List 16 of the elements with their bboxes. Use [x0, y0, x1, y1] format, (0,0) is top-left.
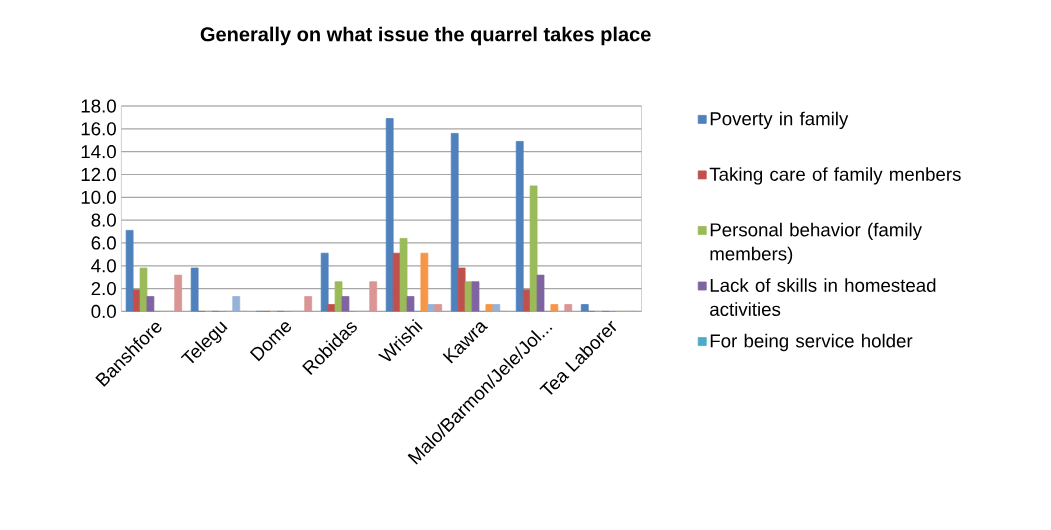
y-tick-label: 12.0: [81, 167, 116, 182]
y-tick-label: 6.0: [91, 236, 116, 250]
y-tick-label: 16.0: [81, 122, 116, 136]
legend-label: For being service holder: [710, 333, 913, 352]
y-tick-label: 14.0: [81, 144, 116, 159]
chart-title: Generally on what issue the quarrel takes place: [200, 26, 651, 46]
y-tick-label: 8.0: [91, 213, 116, 227]
y-tick-label: 10.0: [81, 190, 116, 204]
legend-label: Personal behavior (family members): [710, 222, 922, 265]
y-tick-label: 0.0: [91, 304, 116, 318]
legend-label: Poverty in family: [710, 111, 849, 129]
y-tick-label: 2.0: [91, 281, 116, 296]
legend-label: Taking care of family menbers: [709, 167, 961, 185]
y-tick-label: 18.0: [81, 99, 116, 113]
y-tick-label: 4.0: [91, 259, 116, 273]
legend-label: Lack of skills in homestead activities: [710, 278, 936, 316]
